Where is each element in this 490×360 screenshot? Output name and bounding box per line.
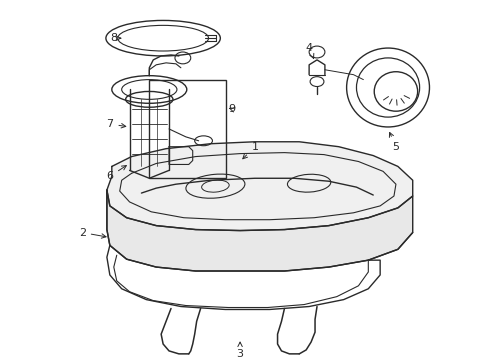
Polygon shape — [107, 142, 413, 230]
Text: 9: 9 — [229, 104, 236, 114]
Text: 3: 3 — [237, 342, 244, 359]
Text: 5: 5 — [390, 132, 399, 152]
Text: 4: 4 — [306, 43, 314, 59]
Text: 8: 8 — [110, 33, 121, 43]
Text: 7: 7 — [106, 119, 126, 129]
Text: 1: 1 — [243, 142, 258, 159]
Text: 6: 6 — [106, 166, 126, 181]
Text: 2: 2 — [79, 228, 106, 238]
Bar — [149, 80, 226, 178]
Polygon shape — [107, 190, 413, 271]
